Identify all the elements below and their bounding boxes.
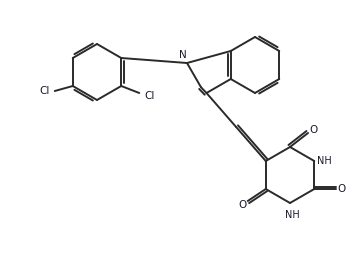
Text: Cl: Cl bbox=[40, 86, 50, 96]
Text: Cl: Cl bbox=[144, 91, 155, 101]
Text: O: O bbox=[337, 184, 345, 194]
Text: O: O bbox=[309, 125, 317, 135]
Text: NH: NH bbox=[317, 156, 332, 166]
Text: NH: NH bbox=[284, 210, 299, 220]
Text: O: O bbox=[239, 200, 247, 210]
Text: N: N bbox=[179, 50, 187, 60]
